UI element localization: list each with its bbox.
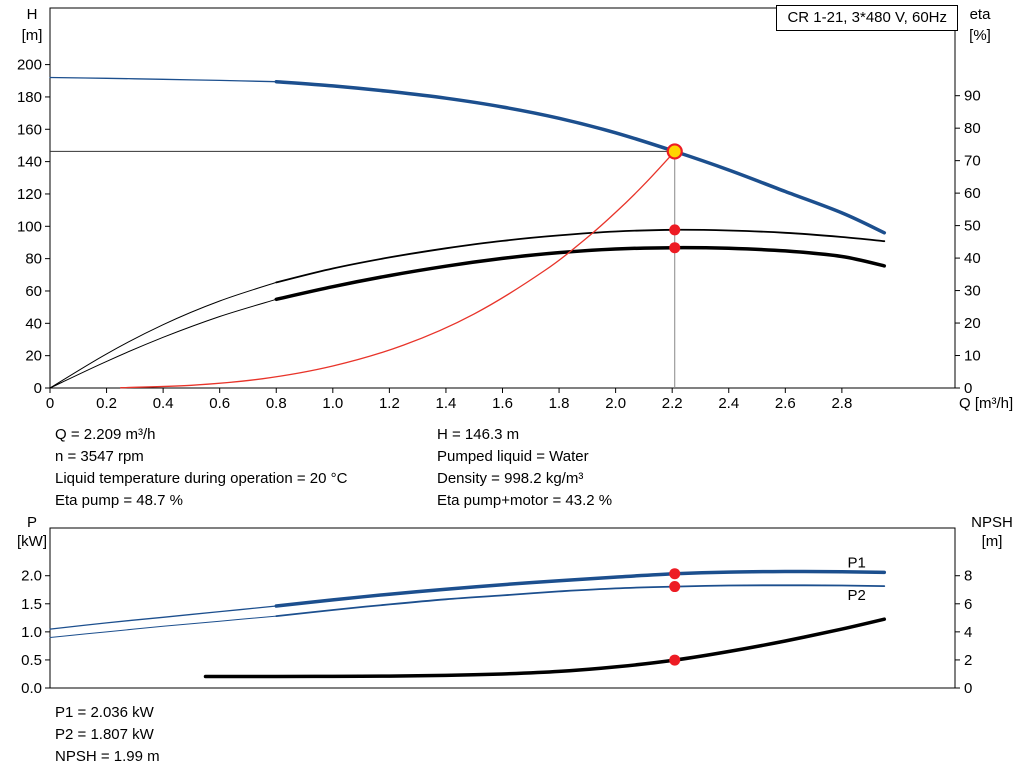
left-tick-label: 2.0 [21, 568, 42, 585]
npsh-point [669, 654, 681, 666]
left-tick-label: 0 [34, 380, 42, 397]
right-axis-title: NPSH [971, 514, 1013, 531]
x-tick-label: 1.8 [549, 395, 570, 412]
left-tick-label: 160 [17, 121, 42, 138]
x-tick-label: 2.0 [605, 395, 626, 412]
x-tick-label: 1.2 [379, 395, 400, 412]
eta-pump-curve [275, 228, 886, 284]
eta-pump-motor-ext [49, 298, 277, 389]
left-tick-label: 100 [17, 218, 42, 235]
power-npsh-chart: 0.0 0.5 1.0 1.5 2.0 0 2 4 6 8 P [kW] NPSH [m] P1 P2 [17, 514, 1013, 695]
p2-point [669, 581, 681, 593]
left-axis-title: P [27, 514, 37, 531]
left-tick-label: 80 [25, 251, 42, 268]
x-tick-label: 1.6 [492, 395, 513, 412]
duty-system-curve [120, 150, 676, 389]
h-curve-ext [49, 76, 277, 83]
p1-point [669, 568, 681, 580]
left-tick-label: 0.0 [21, 680, 42, 695]
operating-data-right-column: H = 146.3 m Pumped liquid = Water Densit… [437, 424, 612, 512]
p1-ext [49, 605, 277, 630]
series-label-P1: P1 [848, 554, 866, 571]
left-axis-title: H [27, 6, 38, 23]
p1-value: P1 = 2.036 kW [55, 704, 154, 721]
eta-pump-value: Eta pump = 48.7 % [55, 492, 183, 509]
pumped-liquid-value: Pumped liquid = Water [437, 448, 589, 465]
p2-curve [275, 584, 886, 617]
density-value: Density = 998.2 kg/m³ [437, 470, 584, 487]
x-tick-label: 2.8 [831, 395, 852, 412]
left-tick-label: 40 [25, 315, 42, 332]
p2-value: P2 = 1.807 kW [55, 726, 154, 743]
right-tick-label: 60 [964, 185, 981, 202]
x-tick-label: 0 [46, 395, 54, 412]
left-tick-label: 60 [25, 283, 42, 300]
eta-pump-motor-value: Eta pump+motor = 43.2 % [437, 492, 613, 509]
left-tick-label: 20 [25, 348, 42, 365]
h-curve [274, 79, 887, 235]
eta-pump-motor-curve [274, 245, 887, 302]
right-tick-label: 0 [964, 680, 972, 695]
left-axis-title: [kW] [17, 533, 47, 550]
right-tick-label: 30 [964, 283, 981, 300]
operating-data-left-column: Q = 2.209 m³/h n = 3547 rpm Liquid tempe… [55, 424, 437, 512]
left-tick-label: 0.5 [21, 652, 42, 669]
speed-value: n = 3547 rpm [55, 448, 144, 465]
x-tick-label: 1.4 [436, 395, 457, 412]
right-tick-label: 70 [964, 153, 981, 170]
operating-data-block: Q = 2.209 m³/h n = 3547 rpm Liquid tempe… [55, 424, 612, 512]
x-tick-label: 0.6 [209, 395, 230, 412]
right-axis-title: [%] [969, 27, 991, 44]
head-efficiency-chart: 0 0.2 0.4 0.6 0.8 1.0 1.2 1.4 1.6 1.8 2.0 2.2 2.4 2.6… [17, 6, 1013, 412]
plot-area [49, 7, 956, 389]
right-tick-label: 2 [964, 652, 972, 669]
npsh-value: NPSH = 1.99 m [55, 748, 160, 765]
x-tick-label: 2.2 [662, 395, 683, 412]
right-tick-label: 90 [964, 88, 981, 105]
head-value: H = 146.3 m [437, 426, 520, 443]
x-tick-label: 0.8 [266, 395, 287, 412]
power-data-block: P1 = 2.036 kW P2 = 1.807 kW NPSH = 1.99 … [55, 702, 160, 768]
left-tick-label: 1.0 [21, 624, 42, 641]
duty-point [666, 143, 683, 160]
right-axis-title: [m] [982, 533, 1003, 550]
x-tick-label: 1.0 [322, 395, 343, 412]
right-tick-label: 6 [964, 596, 972, 613]
p1-curve [274, 569, 887, 608]
left-tick-label: 1.5 [21, 596, 42, 613]
right-tick-label: 80 [964, 120, 981, 137]
right-tick-label: 0 [964, 380, 972, 397]
x-axis-label: Q [m³/h] [959, 395, 1013, 412]
right-axis-title: eta [970, 6, 992, 23]
flow-value: Q = 2.209 m³/h [55, 426, 156, 443]
liquid-temperature-value: Liquid temperature during operation = 20… [55, 470, 348, 487]
p2-ext [49, 615, 277, 638]
left-axis-title: [m] [22, 27, 43, 44]
x-tick-label: 0.2 [96, 395, 117, 412]
x-tick-label: 2.6 [775, 395, 796, 412]
left-tick-label: 140 [17, 154, 42, 171]
pump-model-badge: CR 1-21, 3*480 V, 60Hz [776, 5, 958, 31]
x-tick-label: 2.4 [718, 395, 739, 412]
right-tick-label: 10 [964, 348, 981, 365]
right-tick-label: 20 [964, 315, 981, 332]
x-tick-label: 0.4 [153, 395, 174, 412]
right-tick-label: 8 [964, 568, 972, 585]
plot-area [49, 527, 956, 689]
eta-pump-point [669, 224, 681, 236]
right-tick-label: 4 [964, 624, 972, 641]
npsh-curve [203, 617, 887, 679]
series-label-P2: P2 [848, 587, 866, 604]
left-tick-label: 180 [17, 89, 42, 106]
right-tick-label: 40 [964, 250, 981, 267]
left-tick-label: 120 [17, 186, 42, 203]
eta-pump-ext [49, 281, 277, 389]
right-tick-label: 50 [964, 218, 981, 235]
eta-pump-motor-point [669, 242, 681, 254]
left-tick-label: 200 [17, 57, 42, 74]
